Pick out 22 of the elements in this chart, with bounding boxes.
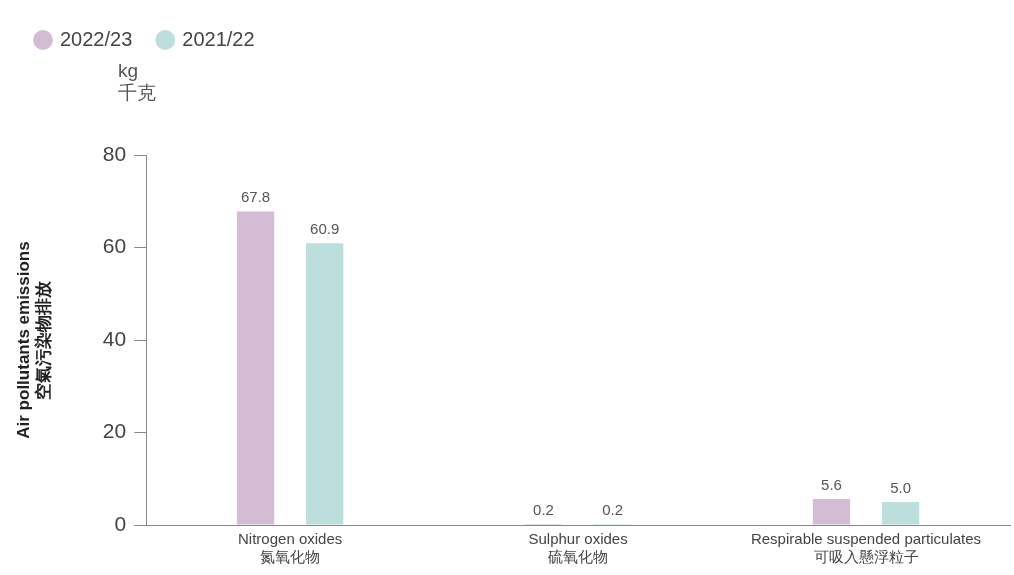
data-label: 5.0 xyxy=(890,478,912,496)
data-label: 0.2 xyxy=(533,500,554,518)
data-label: 60.9 xyxy=(310,219,340,237)
x-tick-label: Respirable suspended particulates 可吸入懸浮粒子 xyxy=(750,530,982,566)
y-tick-label: 0 xyxy=(114,511,127,535)
bar xyxy=(812,499,851,525)
y-axis-title: Air pollutants emissions 空氣污染物排放 xyxy=(13,241,54,439)
legend-label: 2021/22 xyxy=(182,27,255,50)
y-tick-label: 40 xyxy=(102,326,127,350)
legend-label: 2022/23 xyxy=(60,27,133,50)
data-label: 5.6 xyxy=(821,475,842,493)
data-label: 0.2 xyxy=(602,500,624,518)
bar xyxy=(881,501,920,525)
data-label: 67.8 xyxy=(240,188,271,206)
bar xyxy=(306,243,344,525)
y-tick-label: 20 xyxy=(102,419,127,443)
y-tick-label: 80 xyxy=(102,141,127,165)
bar xyxy=(236,211,275,525)
text: kg 千克 xyxy=(118,59,156,103)
x-tick-label: Sulphur oxides 硫氧化物 xyxy=(528,530,628,566)
x-tick-label: Nitrogen oxides 氮氧化物 xyxy=(238,530,343,566)
y-tick-label: 60 xyxy=(102,234,127,258)
